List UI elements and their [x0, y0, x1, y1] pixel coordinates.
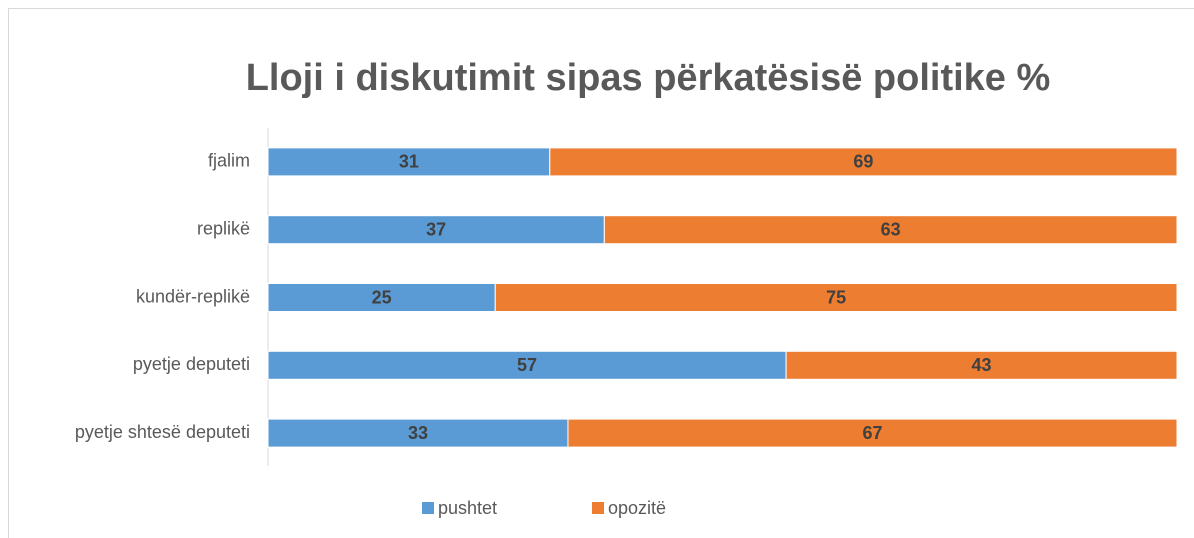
y-tick-label: fjalim [208, 151, 250, 171]
data-label: 57 [517, 355, 537, 375]
legend-label: opozitë [608, 498, 666, 518]
bar-segment [267, 147, 551, 177]
y-tick-label: kundër-replikë [136, 286, 250, 306]
data-label: 33 [408, 423, 428, 443]
bar-segment [494, 283, 1178, 312]
data-label: 63 [881, 219, 901, 239]
chart-frame [8, 8, 1194, 538]
bar-segment [603, 215, 1178, 245]
bar-segment [267, 283, 496, 312]
data-label: 43 [972, 355, 992, 375]
bar-segment [567, 418, 1178, 448]
data-label: 25 [372, 287, 392, 307]
bar-segment [267, 350, 787, 380]
legend-swatch [592, 502, 604, 514]
y-tick-label: pyetje shtesë deputeti [75, 422, 250, 442]
data-label: 37 [426, 219, 446, 239]
chart-title: Lloji i diskutimit sipas përkatësisë pol… [246, 57, 1051, 99]
data-label: 69 [853, 152, 873, 172]
data-label: 75 [826, 287, 846, 307]
legend-swatch [422, 502, 434, 514]
bar-segment [785, 350, 1178, 380]
bar-segment [267, 215, 605, 245]
data-label: 67 [862, 423, 882, 443]
bar-segment [549, 147, 1178, 177]
bar-segment [267, 418, 569, 448]
legend-label: pushtet [438, 498, 497, 518]
y-tick-label: pyetje deputeti [133, 354, 250, 374]
y-tick-label: replikë [197, 218, 250, 238]
data-label: 31 [399, 152, 419, 172]
